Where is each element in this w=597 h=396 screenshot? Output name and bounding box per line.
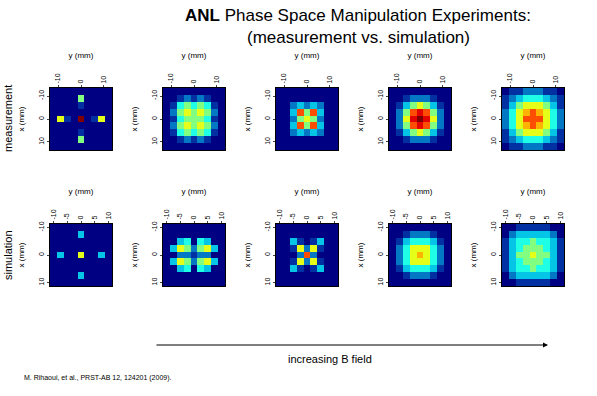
svg-text:10: 10 [151,278,158,286]
svg-text:y (mm): y (mm) [69,187,94,196]
svg-text:0: 0 [303,216,310,220]
svg-text:-5: -5 [402,213,409,219]
svg-text:10: 10 [326,76,333,84]
svg-text:ANL Phase Space Manipulation E: ANL Phase Space Manipulation Experiments… [185,6,531,25]
svg-text:-5: -5 [63,213,70,219]
svg-text:0: 0 [38,252,45,256]
svg-text:10: 10 [218,212,225,220]
svg-text:10: 10 [264,137,271,145]
svg-text:-10: -10 [280,73,287,83]
svg-text:-10: -10 [151,90,158,100]
svg-text:-10: -10 [167,73,174,83]
svg-text:y (mm): y (mm) [408,187,433,196]
svg-text:-10: -10 [264,221,271,231]
svg-text:0: 0 [264,252,271,256]
svg-text:-10: -10 [389,209,396,219]
svg-text:x (mm): x (mm) [243,106,252,131]
svg-text:0: 0 [77,216,84,220]
svg-text:-10: -10 [393,73,400,83]
svg-text:0: 0 [190,80,197,84]
svg-text:x (mm): x (mm) [17,242,26,267]
svg-text:increasing B field: increasing B field [288,353,372,365]
svg-text:-5: -5 [289,213,296,219]
svg-text:0: 0 [529,216,536,220]
svg-text:-10: -10 [264,90,271,100]
svg-text:-10: -10 [38,221,45,231]
svg-text:-10: -10 [490,90,497,100]
svg-text:x (mm): x (mm) [356,242,365,267]
svg-text:0: 0 [490,116,497,120]
svg-text:5: 5 [317,216,324,220]
svg-text:y (mm): y (mm) [295,51,320,60]
svg-text:0: 0 [264,116,271,120]
svg-text:-10: -10 [490,221,497,231]
svg-text:10: 10 [377,137,384,145]
svg-text:10: 10 [444,212,451,220]
svg-text:y (mm): y (mm) [182,187,207,196]
svg-text:-10: -10 [377,221,384,231]
svg-text:simulation: simulation [2,230,14,280]
svg-text:10: 10 [105,212,112,220]
svg-text:y (mm): y (mm) [521,51,546,60]
svg-text:y (mm): y (mm) [182,51,207,60]
svg-text:(measurement vs. simulation): (measurement vs. simulation) [247,28,470,47]
svg-text:-10: -10 [377,90,384,100]
svg-text:0: 0 [377,116,384,120]
svg-text:M. Rihaoui, et al., PRST-AB 12: M. Rihaoui, et al., PRST-AB 12, 124201 (… [24,374,172,382]
svg-text:-5: -5 [176,213,183,219]
svg-text:10: 10 [38,278,45,286]
svg-text:-10: -10 [502,209,509,219]
svg-text:x (mm): x (mm) [356,106,365,131]
svg-text:10: 10 [331,212,338,220]
svg-text:10: 10 [490,278,497,286]
svg-text:10: 10 [439,76,446,84]
svg-text:x (mm): x (mm) [130,242,139,267]
svg-text:x (mm): x (mm) [17,106,26,131]
svg-text:0: 0 [416,80,423,84]
svg-text:0: 0 [151,116,158,120]
svg-text:5: 5 [91,216,98,220]
svg-text:x (mm): x (mm) [130,106,139,131]
svg-text:measurement: measurement [2,85,14,152]
svg-text:10: 10 [377,278,384,286]
svg-text:x (mm): x (mm) [469,106,478,131]
svg-text:10: 10 [100,76,107,84]
svg-text:10: 10 [557,212,564,220]
svg-text:0: 0 [77,80,84,84]
svg-text:5: 5 [543,216,550,220]
svg-text:-5: -5 [515,213,522,219]
svg-text:x (mm): x (mm) [469,242,478,267]
svg-text:y (mm): y (mm) [521,187,546,196]
svg-text:-10: -10 [163,209,170,219]
svg-text:5: 5 [430,216,437,220]
svg-text:10: 10 [552,76,559,84]
svg-text:-10: -10 [50,209,57,219]
svg-text:y (mm): y (mm) [69,51,94,60]
svg-text:5: 5 [204,216,211,220]
svg-text:y (mm): y (mm) [408,51,433,60]
svg-text:-10: -10 [151,221,158,231]
svg-text:0: 0 [151,252,158,256]
svg-text:0: 0 [303,80,310,84]
svg-text:0: 0 [529,80,536,84]
svg-text:-10: -10 [506,73,513,83]
svg-text:-10: -10 [54,73,61,83]
svg-text:10: 10 [151,137,158,145]
svg-text:10: 10 [213,76,220,84]
svg-text:0: 0 [377,252,384,256]
svg-text:y (mm): y (mm) [295,187,320,196]
svg-text:-10: -10 [38,90,45,100]
svg-text:0: 0 [38,116,45,120]
svg-text:0: 0 [190,216,197,220]
svg-text:x (mm): x (mm) [243,242,252,267]
svg-text:10: 10 [38,137,45,145]
svg-text:-10: -10 [276,209,283,219]
svg-text:10: 10 [490,137,497,145]
svg-text:0: 0 [416,216,423,220]
svg-text:0: 0 [490,252,497,256]
svg-text:10: 10 [264,278,271,286]
